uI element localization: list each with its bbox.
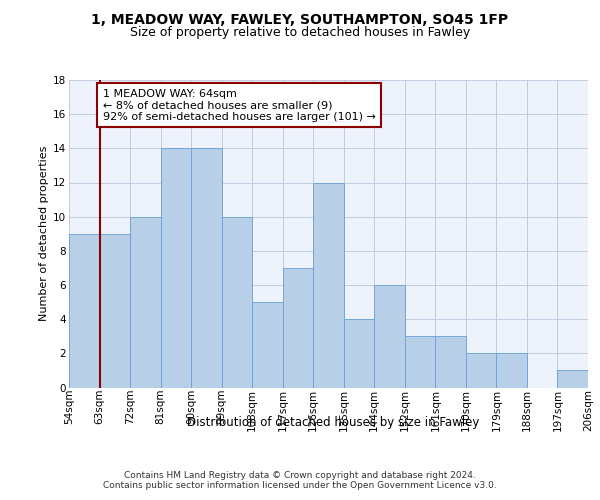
- Bar: [466, 354, 496, 388]
- Bar: [221, 216, 252, 388]
- Bar: [69, 234, 100, 388]
- Text: Contains HM Land Registry data © Crown copyright and database right 2024.
Contai: Contains HM Land Registry data © Crown c…: [103, 470, 497, 490]
- Bar: [374, 285, 405, 388]
- Bar: [191, 148, 221, 388]
- Bar: [436, 336, 466, 388]
- Bar: [313, 182, 344, 388]
- Text: 1, MEADOW WAY, FAWLEY, SOUTHAMPTON, SO45 1FP: 1, MEADOW WAY, FAWLEY, SOUTHAMPTON, SO45…: [91, 12, 509, 26]
- Text: Distribution of detached houses by size in Fawley: Distribution of detached houses by size …: [187, 416, 479, 429]
- Bar: [496, 354, 527, 388]
- Bar: [405, 336, 436, 388]
- Bar: [161, 148, 191, 388]
- Text: Size of property relative to detached houses in Fawley: Size of property relative to detached ho…: [130, 26, 470, 39]
- Bar: [283, 268, 313, 388]
- Y-axis label: Number of detached properties: Number of detached properties: [39, 146, 49, 322]
- Bar: [252, 302, 283, 388]
- Bar: [557, 370, 588, 388]
- Text: 1 MEADOW WAY: 64sqm
← 8% of detached houses are smaller (9)
92% of semi-detached: 1 MEADOW WAY: 64sqm ← 8% of detached hou…: [103, 88, 376, 122]
- Bar: [130, 216, 161, 388]
- Bar: [344, 319, 374, 388]
- Bar: [100, 234, 130, 388]
